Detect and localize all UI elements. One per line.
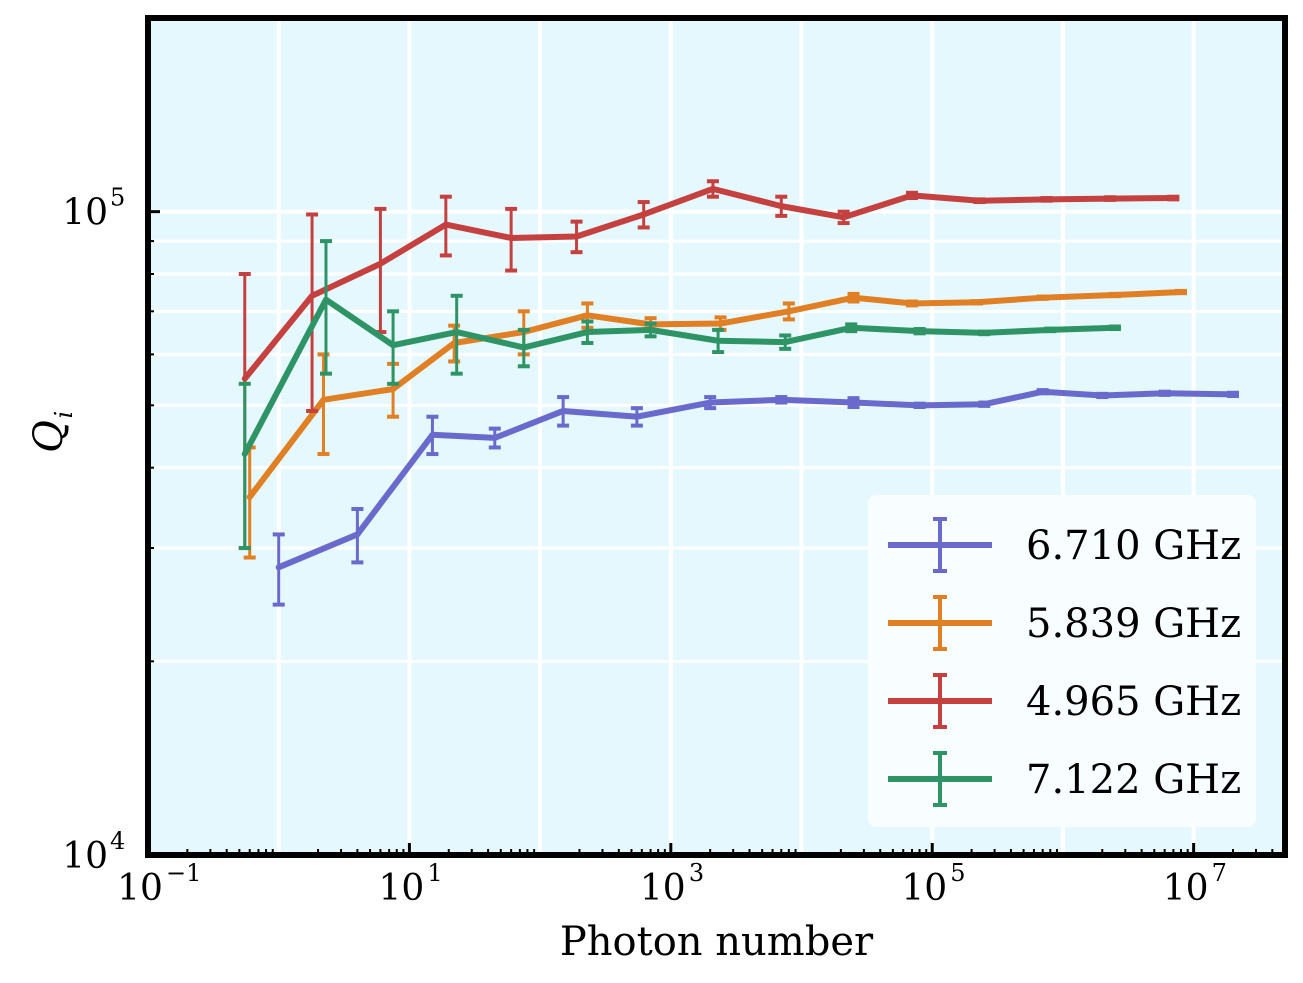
error-bar [704, 395, 717, 411]
legend-label: 5.839 GHz [1026, 601, 1241, 647]
y-tick-label-exponent: 4 [110, 827, 125, 855]
error-bar [272, 532, 285, 607]
error-bar [238, 381, 251, 551]
series-6-710-GHz [272, 388, 1239, 607]
error-bar [637, 200, 650, 230]
error-bar [837, 209, 850, 226]
axis-ticks: 10 −1 10 1 10 3 10 5 10 710 410 5 [62, 184, 1274, 909]
x-tick-label: 10 [640, 868, 686, 909]
x-tick-label-exponent: 3 [689, 859, 704, 887]
legend-entry: 7.122 GHz [888, 751, 1241, 807]
error-bar [782, 301, 795, 322]
error-bar [978, 400, 991, 408]
x-tick-label-exponent: 5 [950, 859, 965, 887]
error-bar [905, 299, 918, 308]
error-bar [712, 327, 725, 355]
error-bar [847, 291, 860, 304]
x-tick-label-exponent: 7 [1212, 859, 1227, 887]
error-bar [913, 327, 926, 336]
error-bar [450, 293, 463, 376]
error-bar [630, 406, 643, 428]
legend-entry: 6.710 GHz [888, 517, 1241, 573]
error-bar [306, 212, 319, 413]
series-4-965-GHz [238, 179, 1180, 551]
error-bar [426, 414, 439, 457]
x-tick-label-exponent: −1 [166, 859, 201, 887]
error-bar [1036, 388, 1049, 396]
error-bar [1108, 324, 1121, 332]
legend-entry: 5.839 GHz [888, 595, 1241, 651]
error-bar [1040, 196, 1053, 203]
error-bar [1158, 389, 1171, 397]
error-bar [1174, 288, 1187, 296]
error-bar [505, 206, 518, 273]
series-group [238, 179, 1239, 607]
x-tick-label: 10 [379, 868, 425, 909]
series-line [241, 296, 1118, 458]
legend-entry: 4.965 GHz [888, 673, 1241, 729]
legend-label: 4.965 GHz [1026, 679, 1241, 725]
legend-label: 7.122 GHz [1026, 757, 1241, 803]
error-bar [439, 194, 452, 258]
error-bar [845, 322, 858, 334]
error-bar [581, 319, 594, 345]
y-axis-label: Qi [26, 411, 78, 453]
legend-label: 6.710 GHz [1026, 523, 1241, 569]
y-axis-label-subscript: i [50, 411, 78, 419]
error-bar [913, 401, 926, 410]
error-bar [1167, 194, 1180, 202]
error-bar [1096, 391, 1109, 400]
error-bar [1104, 195, 1117, 202]
x-axis-label: Photon number [560, 919, 874, 965]
error-bar [905, 190, 918, 201]
y-tick-label: 10 [62, 836, 108, 877]
error-bar [1226, 390, 1239, 398]
x-tick-label: 10 [117, 868, 163, 909]
error-bar [779, 333, 792, 351]
legend-box [868, 495, 1256, 827]
error-bar [978, 329, 991, 337]
error-bar [570, 219, 583, 255]
plot-frame [145, 15, 1288, 858]
x-tick-label: 10 [1163, 868, 1209, 909]
error-bar [775, 194, 788, 218]
error-bar [1108, 291, 1121, 299]
y-tick-label: 10 [62, 193, 108, 234]
error-bar [644, 321, 657, 339]
x-tick-label: 10 [901, 868, 947, 909]
error-bar [1044, 326, 1057, 334]
x-tick-label-exponent: 1 [427, 859, 442, 887]
error-bar [775, 395, 788, 405]
error-bar [1036, 294, 1049, 301]
error-bar [706, 179, 719, 199]
error-bar [319, 239, 332, 376]
y-tick-label-exponent: 5 [110, 184, 125, 212]
series-7-122-GHz [238, 239, 1121, 551]
error-bar [973, 197, 986, 205]
error-bar [557, 395, 570, 428]
error-bar [847, 396, 860, 410]
error-bar [387, 309, 400, 386]
error-bar [351, 507, 364, 565]
error-bar [488, 426, 501, 450]
legend: 6.710 GHz 5.839 GHz 4.965 GHz 7.122 GHz [868, 495, 1256, 827]
error-bar [970, 299, 983, 306]
error-bar [517, 327, 530, 369]
y-axis-label-text: Q [26, 420, 72, 453]
